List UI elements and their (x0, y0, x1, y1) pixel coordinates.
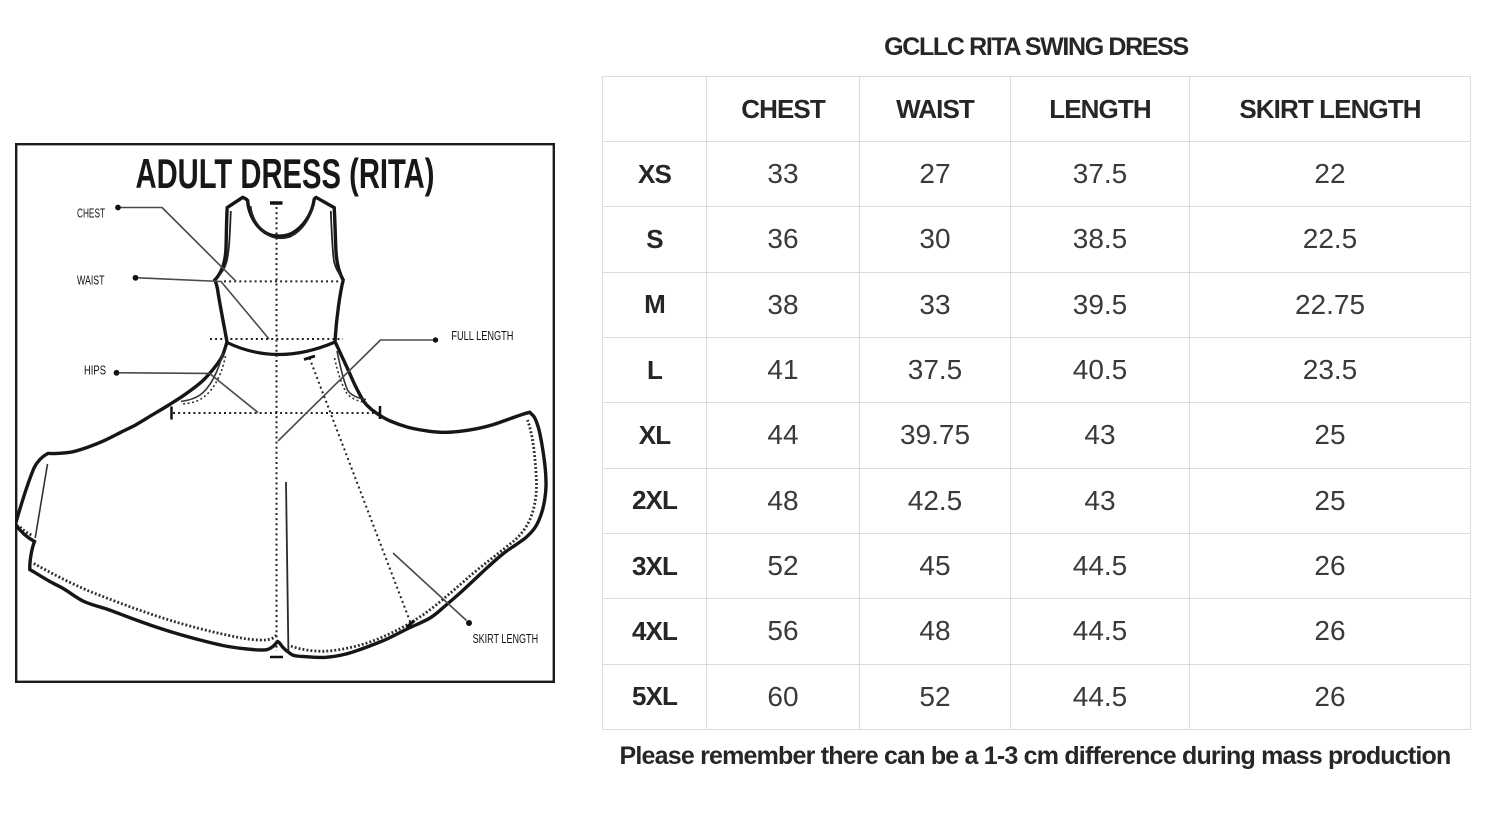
svg-text:ADULT DRESS (RITA): ADULT DRESS (RITA) (136, 150, 435, 197)
svg-text:FULL LENGTH: FULL LENGTH (451, 328, 513, 343)
svg-text:WAIST: WAIST (77, 272, 105, 287)
svg-text:HIPS: HIPS (84, 363, 106, 378)
svg-text:CHEST: CHEST (77, 205, 105, 220)
svg-text:SKIRT LENGTH: SKIRT LENGTH (473, 631, 538, 646)
